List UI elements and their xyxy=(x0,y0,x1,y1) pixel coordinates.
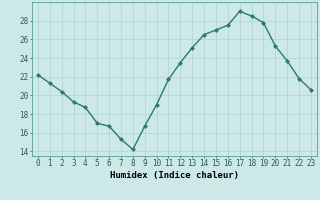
X-axis label: Humidex (Indice chaleur): Humidex (Indice chaleur) xyxy=(110,171,239,180)
